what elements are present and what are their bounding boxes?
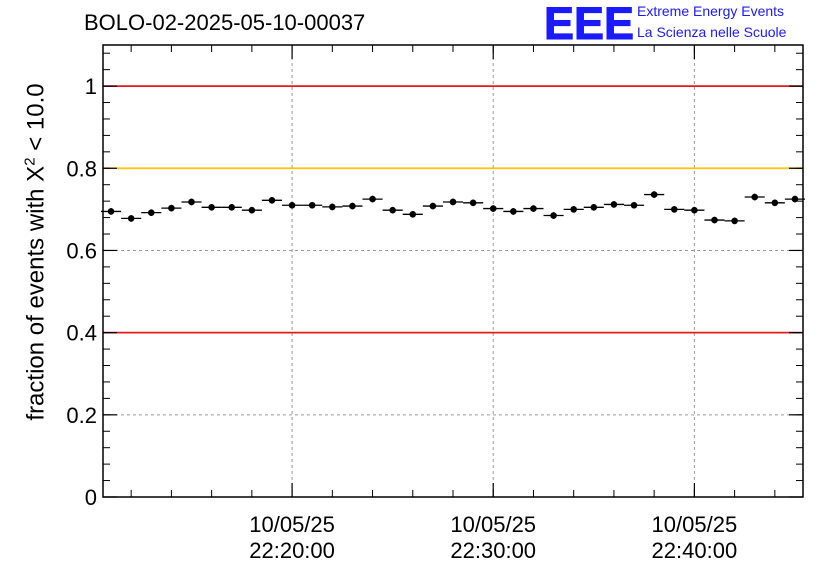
- data-point: [241, 206, 262, 214]
- x-tick-label-time: 22:40:00: [652, 538, 738, 563]
- chart-title: BOLO-02-2025-05-10-00037: [84, 10, 366, 35]
- data-point: [201, 204, 222, 211]
- data-point: [583, 204, 604, 211]
- data-point: [221, 204, 242, 211]
- axis-ticks: [103, 45, 803, 498]
- data-point-marker: [650, 191, 658, 198]
- data-point-marker: [449, 198, 457, 206]
- reference-lines: [103, 85, 803, 334]
- data-point: [744, 193, 765, 201]
- logo-line-1: Extreme Energy Events: [637, 3, 785, 19]
- y-tick-label: 0.8: [66, 156, 97, 181]
- data-point-marker: [429, 202, 437, 210]
- data-point-marker: [127, 215, 135, 222]
- data-point: [261, 197, 283, 204]
- y-tick-label: 0: [85, 485, 97, 510]
- data-point: [603, 201, 624, 208]
- data-point-marker: [489, 205, 497, 212]
- data-point: [664, 206, 685, 213]
- data-point-marker: [107, 208, 115, 215]
- data-point-marker: [510, 208, 517, 215]
- data-point: [764, 199, 785, 207]
- data-point: [100, 208, 122, 215]
- data-point: [422, 202, 443, 210]
- y-axis-label: fraction of events with X2 < 10.0: [22, 83, 51, 420]
- data-point: [402, 210, 423, 218]
- x-tick-label-date: 10/05/25: [450, 512, 536, 537]
- data-points: [100, 191, 806, 225]
- data-point-marker: [329, 203, 336, 211]
- data-point-marker: [288, 201, 296, 209]
- x-tick-label-time: 22:30:00: [450, 538, 536, 563]
- data-point-marker: [590, 204, 598, 211]
- data-point: [684, 206, 705, 214]
- data-point-marker: [208, 204, 215, 211]
- y-tick-label: 0.6: [66, 238, 97, 263]
- data-point-marker: [670, 206, 678, 213]
- data-point-marker: [349, 202, 356, 210]
- data-point: [463, 199, 484, 207]
- data-point-marker: [771, 199, 779, 207]
- data-point: [543, 212, 564, 219]
- data-point: [322, 203, 343, 211]
- data-point: [704, 216, 725, 224]
- data-point: [362, 195, 383, 203]
- y-axis-label-chi: X: [22, 165, 50, 182]
- data-point-marker: [550, 212, 557, 219]
- grid: [103, 45, 803, 497]
- data-point-marker: [168, 204, 175, 212]
- data-point: [724, 217, 745, 225]
- data-point-marker: [369, 195, 376, 203]
- data-point: [442, 198, 464, 206]
- y-axis-label-suffix: < 10.0: [22, 83, 50, 158]
- data-point-marker: [711, 216, 718, 224]
- data-point-marker: [248, 206, 256, 214]
- data-point-marker: [530, 205, 537, 212]
- x-tick-label-time: 22:20:00: [249, 538, 335, 563]
- data-point-marker: [751, 193, 759, 201]
- data-point-marker: [469, 199, 477, 207]
- data-point: [644, 191, 665, 198]
- data-point-marker: [630, 201, 638, 209]
- y-tick-label: 0.2: [66, 403, 97, 428]
- y-axis-label-sup: 2: [21, 157, 39, 166]
- data-point-marker: [147, 209, 155, 216]
- data-point: [382, 206, 403, 214]
- data-point-marker: [409, 210, 417, 218]
- data-point: [623, 201, 645, 209]
- x-tick-label-date: 10/05/25: [249, 512, 335, 537]
- data-point: [503, 208, 524, 215]
- data-point-marker: [188, 198, 195, 206]
- data-point: [523, 205, 544, 212]
- y-axis-label-prefix: fraction of events with: [22, 181, 50, 421]
- data-point: [121, 215, 142, 222]
- data-point-marker: [389, 206, 396, 214]
- data-point: [302, 201, 323, 209]
- data-point-marker: [691, 206, 698, 214]
- data-point: [141, 209, 162, 216]
- eee-logo: EEE: [543, 2, 634, 42]
- data-point: [282, 201, 303, 209]
- logo-line-2: La Scienza nelle Scuole: [637, 24, 787, 40]
- logo-text: EEE: [544, 2, 634, 42]
- data-point-marker: [570, 206, 577, 213]
- data-point: [483, 205, 504, 212]
- data-point: [181, 198, 202, 206]
- data-point: [342, 202, 363, 210]
- tick-labels: 00.20.40.60.8110/05/2522:20:0010/05/2522…: [66, 74, 737, 563]
- data-point-marker: [268, 197, 276, 204]
- data-point-marker: [308, 201, 316, 209]
- y-tick-label: 0.4: [66, 321, 97, 346]
- x-tick-label-date: 10/05/25: [652, 512, 738, 537]
- data-point-marker: [731, 217, 738, 225]
- data-point-marker: [228, 204, 236, 211]
- data-point-marker: [610, 201, 618, 208]
- data-point: [563, 206, 584, 213]
- data-point: [161, 204, 182, 212]
- plot-frame: [102, 44, 804, 498]
- y-tick-label: 1: [85, 74, 97, 99]
